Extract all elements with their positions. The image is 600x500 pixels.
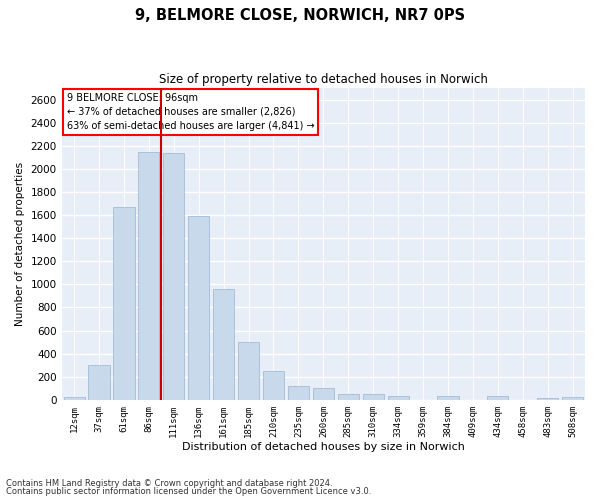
Bar	[238, 342, 259, 400]
Y-axis label: Number of detached properties: Number of detached properties	[15, 162, 25, 326]
Text: 9, BELMORE CLOSE, NORWICH, NR7 0PS: 9, BELMORE CLOSE, NORWICH, NR7 0PS	[135, 8, 465, 22]
Bar	[163, 152, 184, 400]
Bar	[213, 289, 234, 400]
Bar	[138, 152, 160, 400]
Bar	[263, 371, 284, 400]
Bar	[338, 394, 359, 400]
Bar	[113, 207, 134, 400]
Title: Size of property relative to detached houses in Norwich: Size of property relative to detached ho…	[159, 72, 488, 86]
Bar	[64, 397, 85, 400]
Text: Contains public sector information licensed under the Open Government Licence v3: Contains public sector information licen…	[6, 487, 371, 496]
Bar	[288, 386, 309, 400]
Bar	[88, 365, 110, 400]
Bar	[313, 388, 334, 400]
Text: 9 BELMORE CLOSE: 96sqm
← 37% of detached houses are smaller (2,826)
63% of semi-: 9 BELMORE CLOSE: 96sqm ← 37% of detached…	[67, 92, 314, 130]
X-axis label: Distribution of detached houses by size in Norwich: Distribution of detached houses by size …	[182, 442, 465, 452]
Text: Contains HM Land Registry data © Crown copyright and database right 2024.: Contains HM Land Registry data © Crown c…	[6, 478, 332, 488]
Bar	[487, 396, 508, 400]
Bar	[188, 216, 209, 400]
Bar	[562, 397, 583, 400]
Bar	[437, 396, 458, 400]
Bar	[537, 398, 558, 400]
Bar	[388, 396, 409, 400]
Bar	[362, 394, 384, 400]
